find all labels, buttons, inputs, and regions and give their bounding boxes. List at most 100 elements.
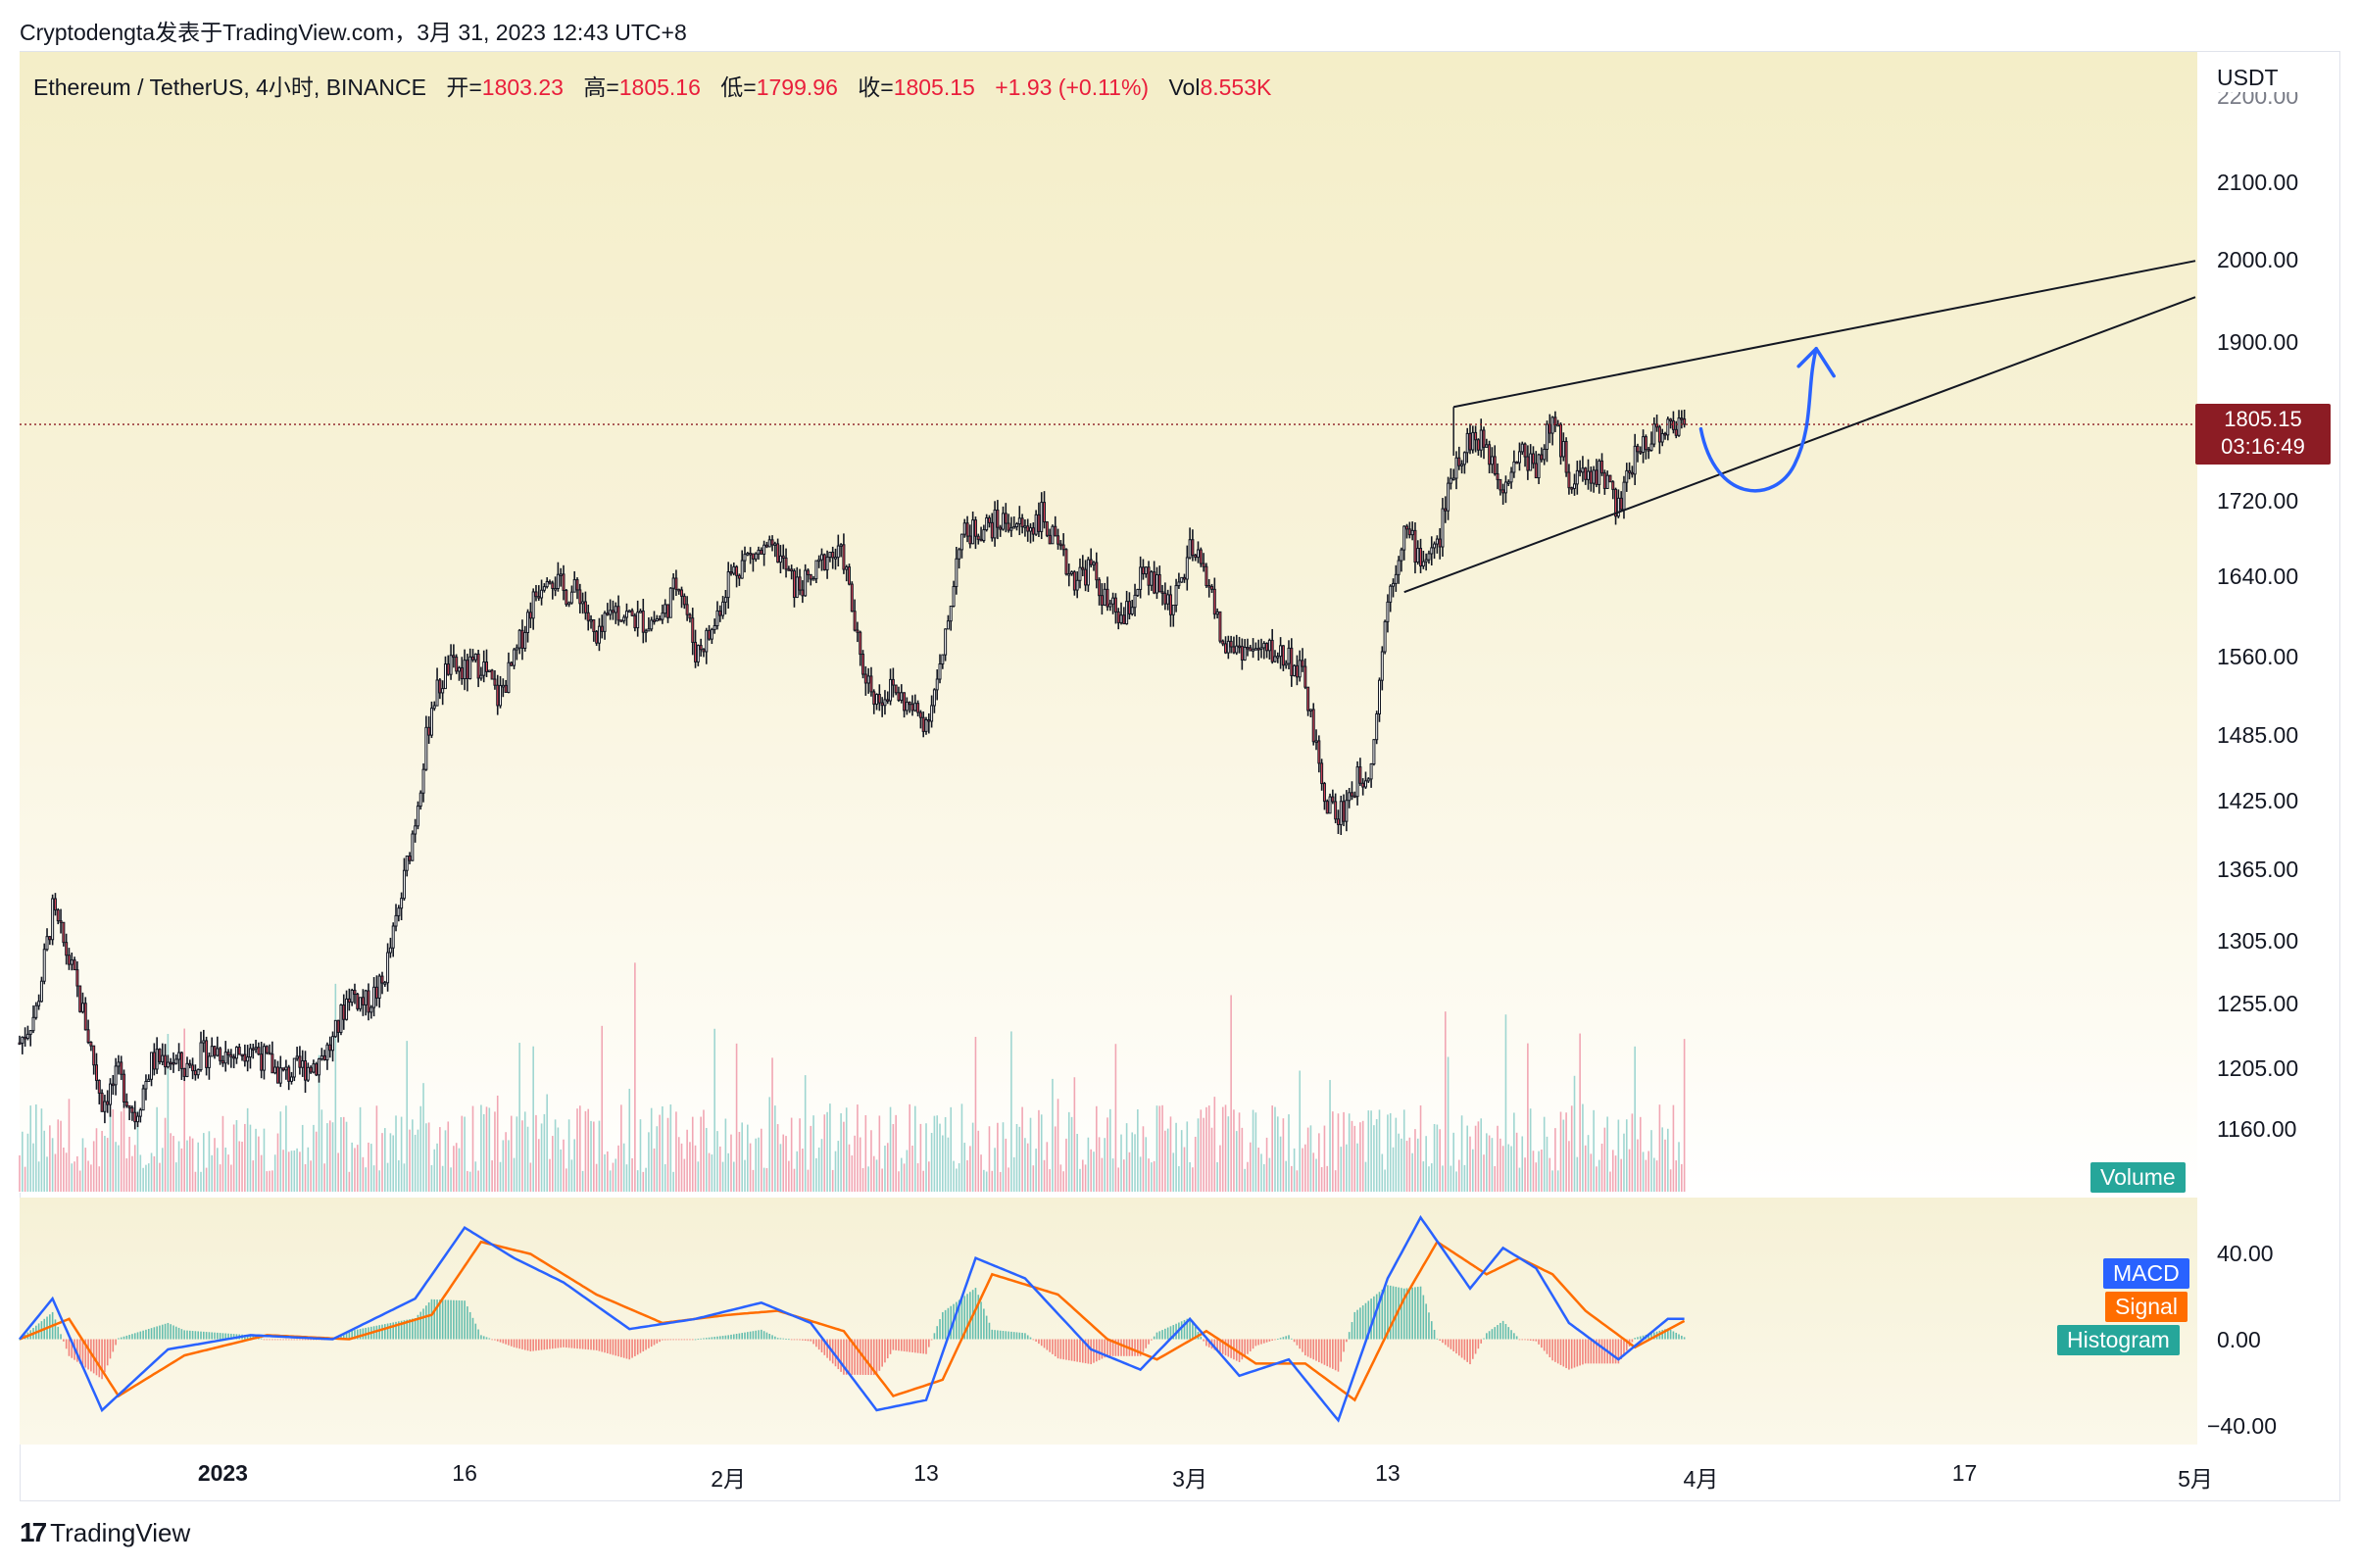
volume-bar — [1364, 1161, 1367, 1192]
volume-bar — [191, 1138, 194, 1192]
candle-body — [809, 573, 812, 580]
volume-bar — [1667, 1128, 1669, 1192]
volume-bar — [820, 1139, 823, 1192]
volume-bar — [551, 1136, 554, 1192]
candle-body — [476, 653, 480, 679]
candle-body — [1633, 445, 1637, 475]
candle-body — [562, 573, 565, 591]
histogram-bar — [76, 1339, 78, 1362]
candle-body — [737, 574, 741, 579]
candle-body — [1468, 432, 1472, 451]
histogram-bar — [290, 1339, 293, 1341]
candle-body — [1202, 563, 1205, 567]
histogram-bar — [1079, 1339, 1081, 1363]
macd-histogram — [19, 1285, 1686, 1380]
histogram-bar — [1018, 1332, 1021, 1340]
x-tick-label: 4月 — [1683, 1466, 1719, 1492]
candle-body — [548, 580, 552, 584]
candle-body — [897, 692, 901, 701]
histogram-bar — [840, 1339, 842, 1372]
histogram-bar — [1216, 1339, 1218, 1351]
volume-bar — [870, 1130, 872, 1192]
candle-body — [320, 1054, 323, 1060]
volume-bar — [68, 1099, 71, 1192]
volume-bar — [799, 1118, 801, 1192]
candle-body — [301, 1059, 305, 1068]
candle-body — [715, 610, 719, 626]
currency-label[interactable]: USDT — [2217, 65, 2279, 90]
candle-body — [523, 631, 527, 649]
volume-bar — [112, 1108, 115, 1192]
volume-bar — [1076, 1134, 1078, 1192]
volume-bar — [467, 1170, 468, 1192]
volume-bar — [227, 1154, 229, 1192]
volume-bar — [529, 1162, 532, 1192]
volume-bar — [450, 1167, 452, 1192]
volume-bar — [758, 1137, 760, 1192]
histogram-bar — [648, 1339, 650, 1348]
histogram-bar — [1384, 1287, 1386, 1340]
volume-bar — [1158, 1105, 1161, 1192]
macd-pane[interactable] — [20, 1198, 2197, 1445]
candle-body — [1279, 645, 1283, 658]
volume-bar — [1480, 1118, 1483, 1192]
histogram-bar — [919, 1339, 922, 1354]
histogram-bar — [1288, 1335, 1290, 1340]
candle-body — [1122, 614, 1126, 625]
volume-bar — [84, 1148, 87, 1192]
volume-bar — [1230, 995, 1232, 1192]
histogram-series-label[interactable]: Histogram — [2057, 1325, 2180, 1355]
histogram-bar — [669, 1339, 672, 1341]
histogram-bar — [1057, 1339, 1059, 1359]
histogram-bar — [409, 1319, 411, 1340]
histogram-bar — [1073, 1339, 1076, 1362]
candle-body — [51, 898, 55, 941]
volume-bar — [738, 1131, 741, 1192]
x-tick-label: 13 — [913, 1460, 939, 1486]
histogram-bar — [826, 1339, 828, 1358]
volume-bar — [1497, 1125, 1499, 1192]
histogram-bar — [854, 1339, 856, 1375]
histogram-bar — [1158, 1331, 1161, 1340]
candle-body — [1680, 417, 1684, 420]
tradingview-logo[interactable]: 17 TradingView — [20, 1517, 190, 1548]
volume-bar — [118, 1145, 120, 1192]
candle-body — [356, 994, 360, 1009]
histogram-bar — [909, 1339, 910, 1352]
candle-body — [141, 1088, 145, 1111]
histogram-bar — [1200, 1336, 1203, 1340]
histogram-bar — [567, 1339, 570, 1348]
candle-body — [1207, 585, 1211, 588]
candle-body — [1188, 539, 1192, 559]
volume-bar — [1312, 1152, 1315, 1192]
volume-bar — [601, 1025, 604, 1192]
volume-bar — [947, 1137, 950, 1192]
histogram-bar — [666, 1339, 669, 1341]
volume-bar — [851, 1155, 854, 1192]
candle-body — [369, 1006, 373, 1013]
volume-bar — [1623, 1133, 1625, 1192]
signal-series-label[interactable]: Signal — [2105, 1292, 2188, 1322]
volume-pane-label[interactable]: Volume — [2090, 1162, 2186, 1193]
volume-bar — [837, 1141, 840, 1192]
volume-bar — [881, 1168, 883, 1192]
histogram-bar — [735, 1334, 738, 1340]
volume-bar — [1268, 1157, 1271, 1192]
volume-bar — [133, 1145, 136, 1192]
price-pane[interactable] — [20, 52, 2197, 1193]
histogram-bar — [881, 1339, 883, 1367]
candle-body — [1314, 740, 1318, 743]
volume-bar — [1535, 1162, 1538, 1192]
volume-bar — [1628, 1149, 1631, 1192]
macd-series-label[interactable]: MACD — [2103, 1258, 2189, 1289]
candle-body — [1397, 560, 1401, 575]
histogram-bar — [1081, 1339, 1084, 1363]
candle-body — [1100, 595, 1104, 606]
histogram-bar — [1257, 1339, 1259, 1346]
candle-body — [993, 509, 997, 539]
volume-bar — [131, 1155, 133, 1192]
symbol-name[interactable]: Ethereum / TetherUS, 4小时, BINANCE — [33, 74, 426, 100]
histogram-bar — [78, 1339, 81, 1364]
candle-body — [361, 997, 365, 1005]
candle-body — [1352, 795, 1356, 799]
